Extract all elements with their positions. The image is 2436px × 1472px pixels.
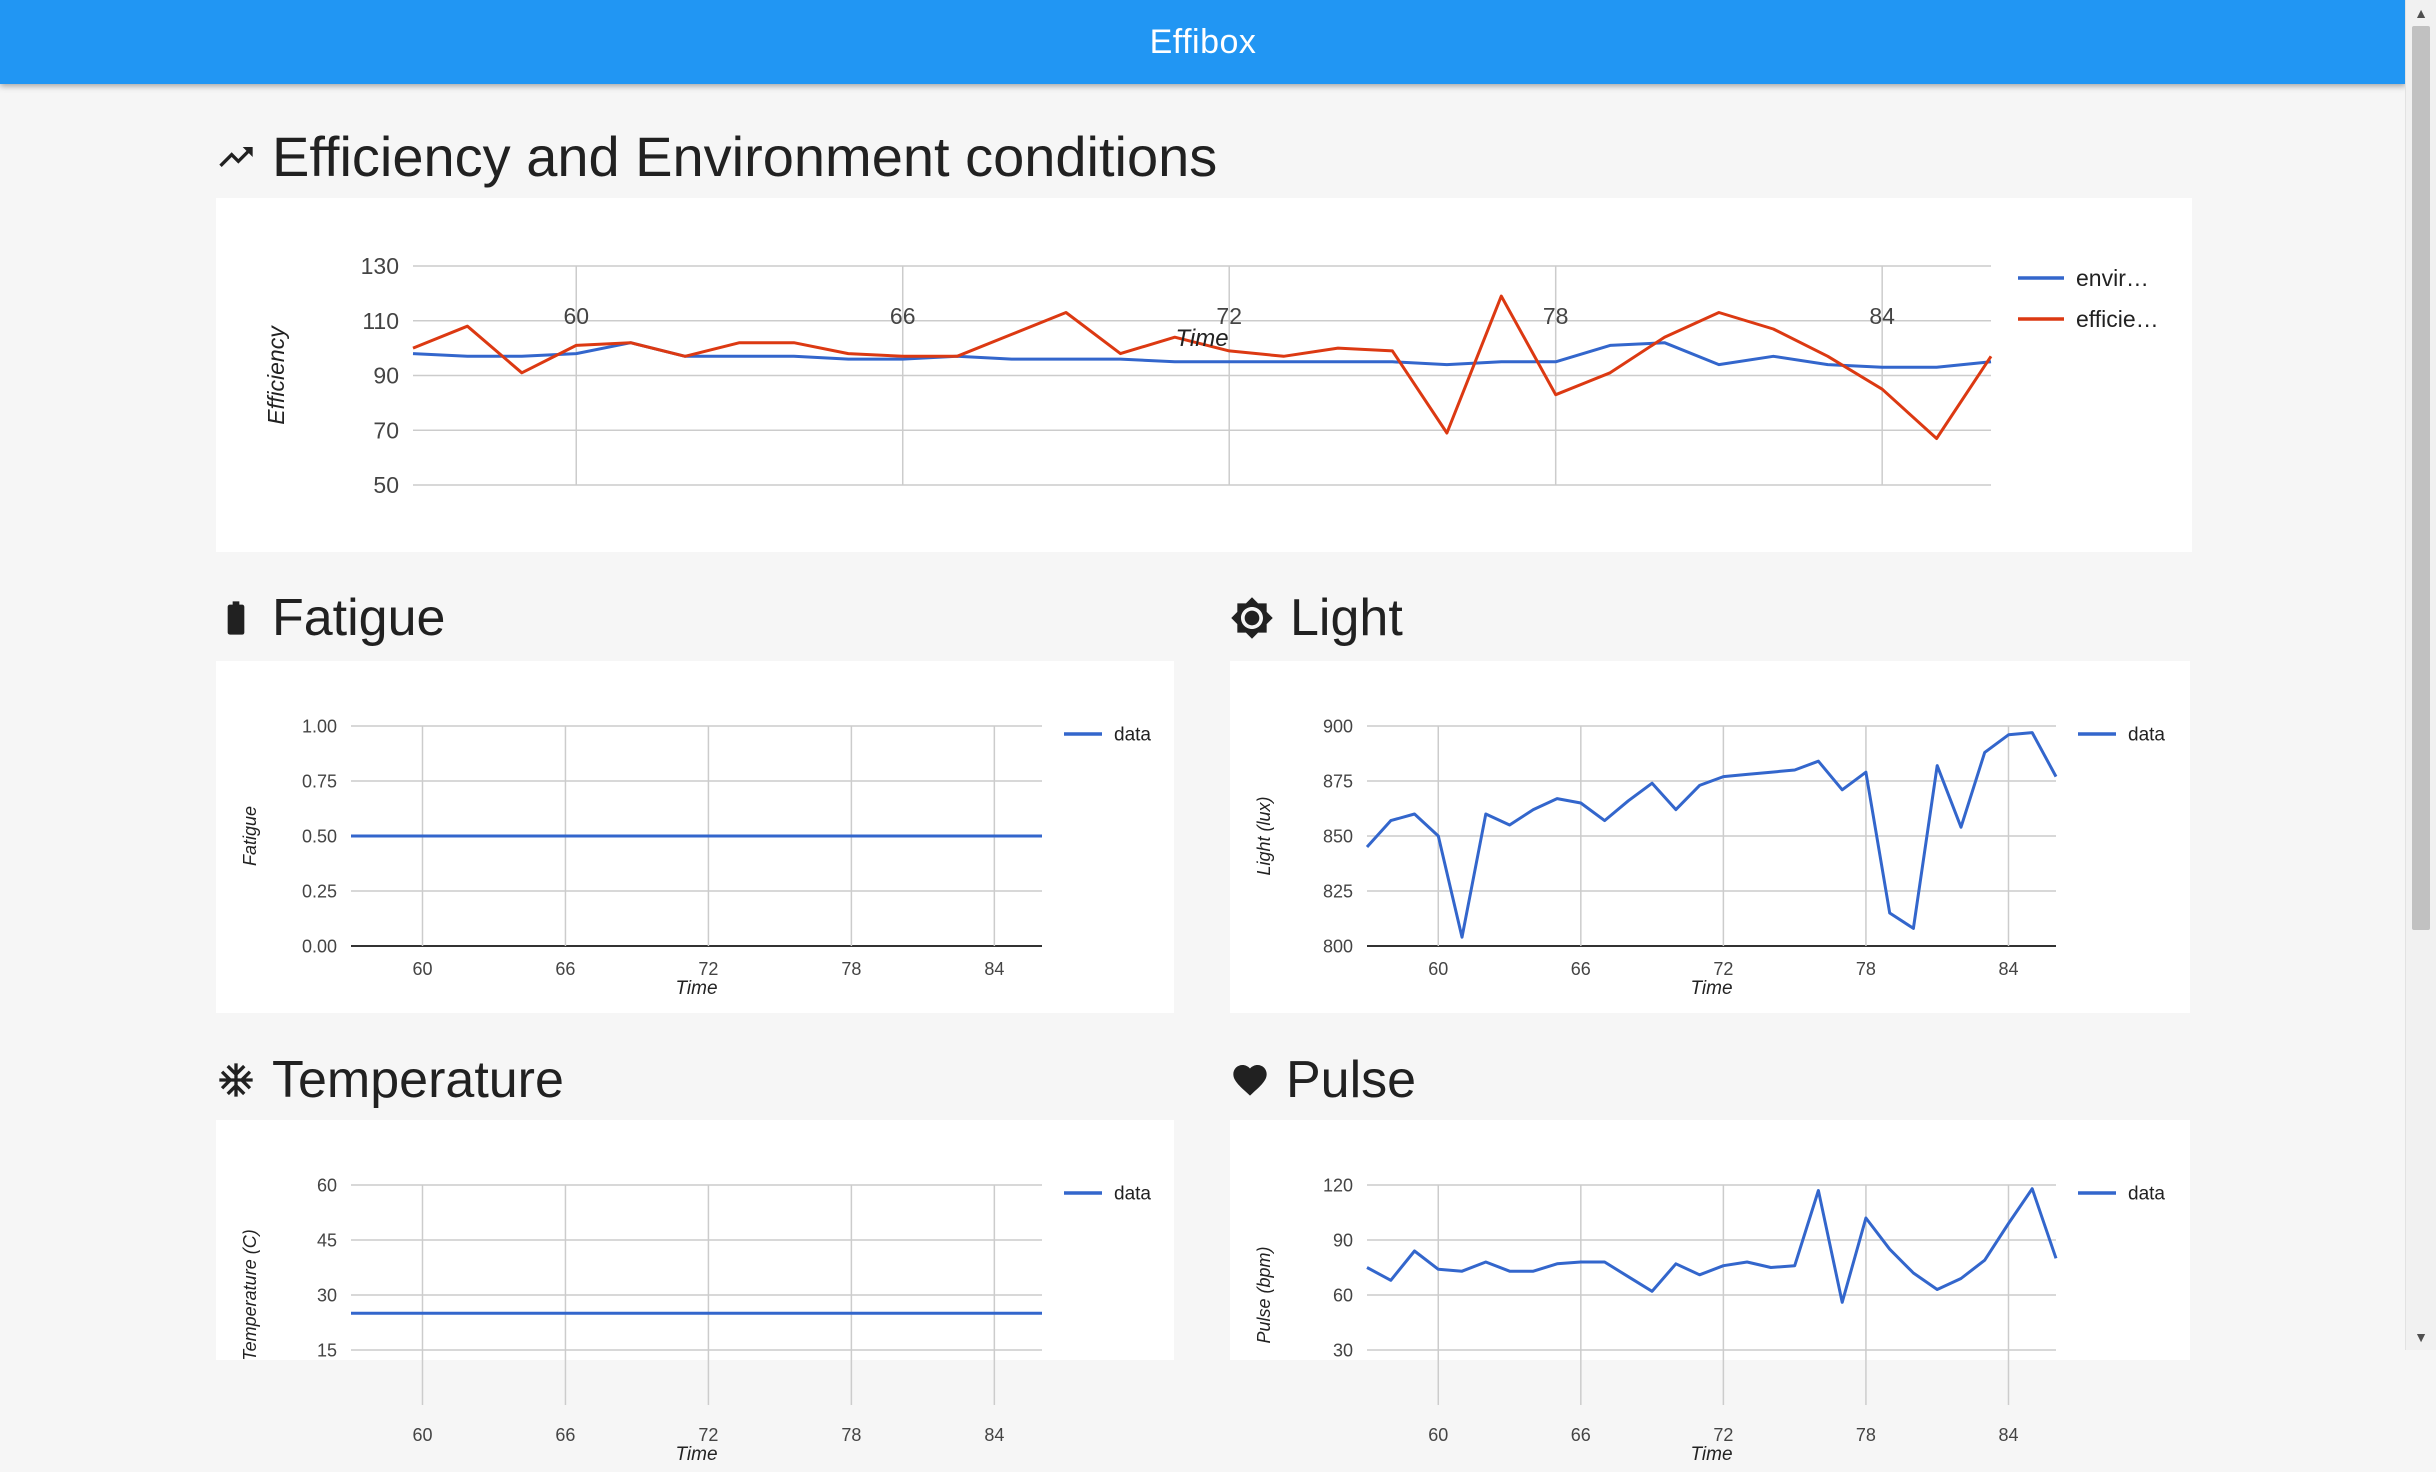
- efficiency-x-axis-title: Time: [1175, 325, 1228, 352]
- efficiency-section-title: Efficiency and Environment conditions: [216, 124, 1217, 189]
- pulse-y-tick-label: 90: [1333, 1230, 1353, 1250]
- scroll-down-arrow-icon[interactable]: ▼: [2414, 1329, 2428, 1345]
- light-chart: 800 825 850 875 900 60 66 72 78 84 data Time Light (…: [1254, 716, 2165, 999]
- light-section-title: Light: [1230, 588, 1403, 648]
- fatigue-x-tick-label: 84: [984, 959, 1004, 979]
- pulse-x-tick-label: 84: [1998, 1425, 2018, 1445]
- light-y-axis-title: Light (lux): [1254, 796, 1274, 875]
- efficiency-x-tick-label: 72: [1216, 303, 1242, 329]
- light-y-tick-label: 850: [1323, 826, 1353, 846]
- pulse-y-tick-label: 120: [1323, 1175, 1353, 1195]
- pulse-y-tick-label: 30: [1333, 1340, 1353, 1360]
- efficiency-y-axis-title: Efficiency: [263, 325, 289, 425]
- fatigue-x-tick-label: 60: [412, 959, 432, 979]
- light-x-tick-label: 84: [1998, 959, 2018, 979]
- light-y-tick-label: 900: [1323, 716, 1353, 736]
- light-y-tick-label: 875: [1323, 771, 1353, 791]
- efficiency-y-tick-label: 90: [373, 363, 399, 389]
- light-x-tick-label: 66: [1571, 959, 1591, 979]
- pulse-title-text: Pulse: [1286, 1051, 1417, 1109]
- temperature-x-axis-title: Time: [675, 1444, 717, 1465]
- fatigue-section-title: Fatigue: [216, 588, 445, 648]
- efficiency-y-tick-label: 70: [373, 417, 399, 443]
- efficiency-y-tick-label: 130: [361, 253, 399, 279]
- efficiency-series-line-2: [412, 294, 1993, 440]
- temperature-chart-card: 15 30 45 60 60 66 72 78 84 data Time Temperature (C…: [216, 1120, 1174, 1465]
- fatigue-y-tick-label: 1.00: [302, 716, 337, 736]
- temperature-x-tick-label: 78: [841, 1425, 861, 1445]
- light-x-tick-label: 72: [1713, 959, 1733, 979]
- pulse-series-line-1: [1366, 1187, 2058, 1304]
- fatigue-y-tick-label: 0.75: [302, 771, 337, 791]
- light-x-tick-label: 60: [1428, 959, 1448, 979]
- pulse-x-tick-label: 66: [1571, 1425, 1591, 1445]
- fatigue-chart-card: 0.00 0.25 0.50 0.75 1.00 60 66 72 78 84 data Time Fa…: [216, 661, 1174, 1013]
- fatigue-y-tick-label: 0.50: [302, 826, 337, 846]
- efficiency-x-tick-label: 78: [1543, 303, 1569, 329]
- temperature-x-tick-label: 60: [412, 1425, 432, 1445]
- efficiency-title-text: Efficiency and Environment conditions: [272, 125, 1218, 188]
- light-x-tick-label: 78: [1856, 959, 1876, 979]
- temperature-chart: 15 30 45 60 60 66 72 78 84 data Time Temperature (C…: [240, 1175, 1151, 1465]
- temperature-legend-label-1: data: [1114, 1184, 1151, 1205]
- light-legend-label-1: data: [2128, 725, 2165, 746]
- temperature-x-tick-label: 66: [555, 1425, 575, 1445]
- efficiency-x-tick-label: 84: [1869, 303, 1895, 329]
- scrollbar-thumb[interactable]: [2412, 26, 2430, 930]
- app-bar: Effibox: [0, 0, 2406, 84]
- fatigue-y-tick-label: 0.00: [302, 936, 337, 956]
- temperature-x-tick-label: 84: [984, 1425, 1004, 1445]
- pulse-x-tick-label: 72: [1713, 1425, 1733, 1445]
- efficiency-x-tick-label: 60: [563, 303, 589, 329]
- efficiency-y-tick-label: 110: [362, 308, 399, 334]
- fatigue-y-axis-title: Fatigue: [240, 806, 260, 866]
- temperature-title-text: Temperature: [272, 1051, 564, 1109]
- fatigue-title-text: Fatigue: [272, 589, 446, 647]
- light-y-tick-label: 800: [1323, 936, 1353, 956]
- temperature-y-axis-title: Temperature (C): [240, 1229, 260, 1360]
- trending-up-icon: [216, 137, 256, 177]
- fatigue-x-tick-label: 78: [841, 959, 861, 979]
- efficiency-legend-label-2: efficie…: [2076, 306, 2159, 332]
- light-chart-card: 800 825 850 875 900 60 66 72 78 84 data Time Light (…: [1230, 661, 2190, 1013]
- fatigue-x-axis-title: Time: [675, 978, 717, 999]
- temperature-y-tick-label: 15: [317, 1340, 337, 1360]
- pulse-section-title: Pulse: [1230, 1050, 1416, 1110]
- pulse-y-axis-title: Pulse (bpm): [1254, 1246, 1274, 1343]
- efficiency-legend-label-1: envir…: [2076, 265, 2149, 291]
- efficiency-x-tick-label: 66: [890, 303, 916, 329]
- efficiency-chart-card: 50 70 90 110 130 60 66 72 78 84 envir… efficie… Time…: [216, 198, 2192, 552]
- pulse-x-axis-title: Time: [1690, 1444, 1732, 1465]
- scroll-up-arrow-icon[interactable]: ▲: [2414, 5, 2428, 21]
- fatigue-x-tick-label: 72: [698, 959, 718, 979]
- temperature-section-title: Temperature: [216, 1050, 564, 1110]
- pulse-x-tick-label: 60: [1428, 1425, 1448, 1445]
- efficiency-y-tick-label: 50: [373, 472, 399, 498]
- fatigue-x-tick-label: 66: [555, 959, 575, 979]
- light-series-line-1: [1365, 731, 2058, 939]
- brightness-icon: [1230, 596, 1274, 640]
- pulse-legend-label-1: data: [2128, 1184, 2165, 1205]
- temperature-y-tick-label: 45: [317, 1230, 337, 1250]
- light-y-tick-label: 825: [1323, 881, 1353, 901]
- fatigue-y-tick-label: 0.25: [302, 881, 337, 901]
- battery-icon: [216, 596, 256, 640]
- pulse-x-tick-label: 78: [1856, 1425, 1876, 1445]
- light-x-axis-title: Time: [1690, 978, 1732, 999]
- app-title: Effibox: [1149, 22, 1257, 61]
- pulse-y-tick-label: 60: [1333, 1285, 1353, 1305]
- light-title-text: Light: [1290, 589, 1403, 647]
- efficiency-chart: 50 70 90 110 130 60 66 72 78 84 envir… efficie… Time…: [263, 253, 2159, 498]
- pulse-chart: 30 60 90 120 60 66 72 78 84 data Time Pulse (bpm): [1254, 1175, 2165, 1465]
- snowflake-icon: [216, 1060, 256, 1100]
- pulse-chart-card: 30 60 90 120 60 66 72 78 84 data Time Pulse (bpm): [1230, 1120, 2190, 1465]
- fatigue-chart: 0.00 0.25 0.50 0.75 1.00 60 66 72 78 84 data Time Fa…: [240, 716, 1151, 999]
- page-scrollbar[interactable]: ▲ ▼: [2405, 0, 2436, 1350]
- temperature-y-tick-label: 30: [317, 1285, 337, 1305]
- heart-icon: [1230, 1060, 1270, 1100]
- fatigue-legend-label-1: data: [1114, 725, 1151, 746]
- temperature-y-tick-label: 60: [317, 1175, 337, 1195]
- temperature-x-tick-label: 72: [698, 1425, 718, 1445]
